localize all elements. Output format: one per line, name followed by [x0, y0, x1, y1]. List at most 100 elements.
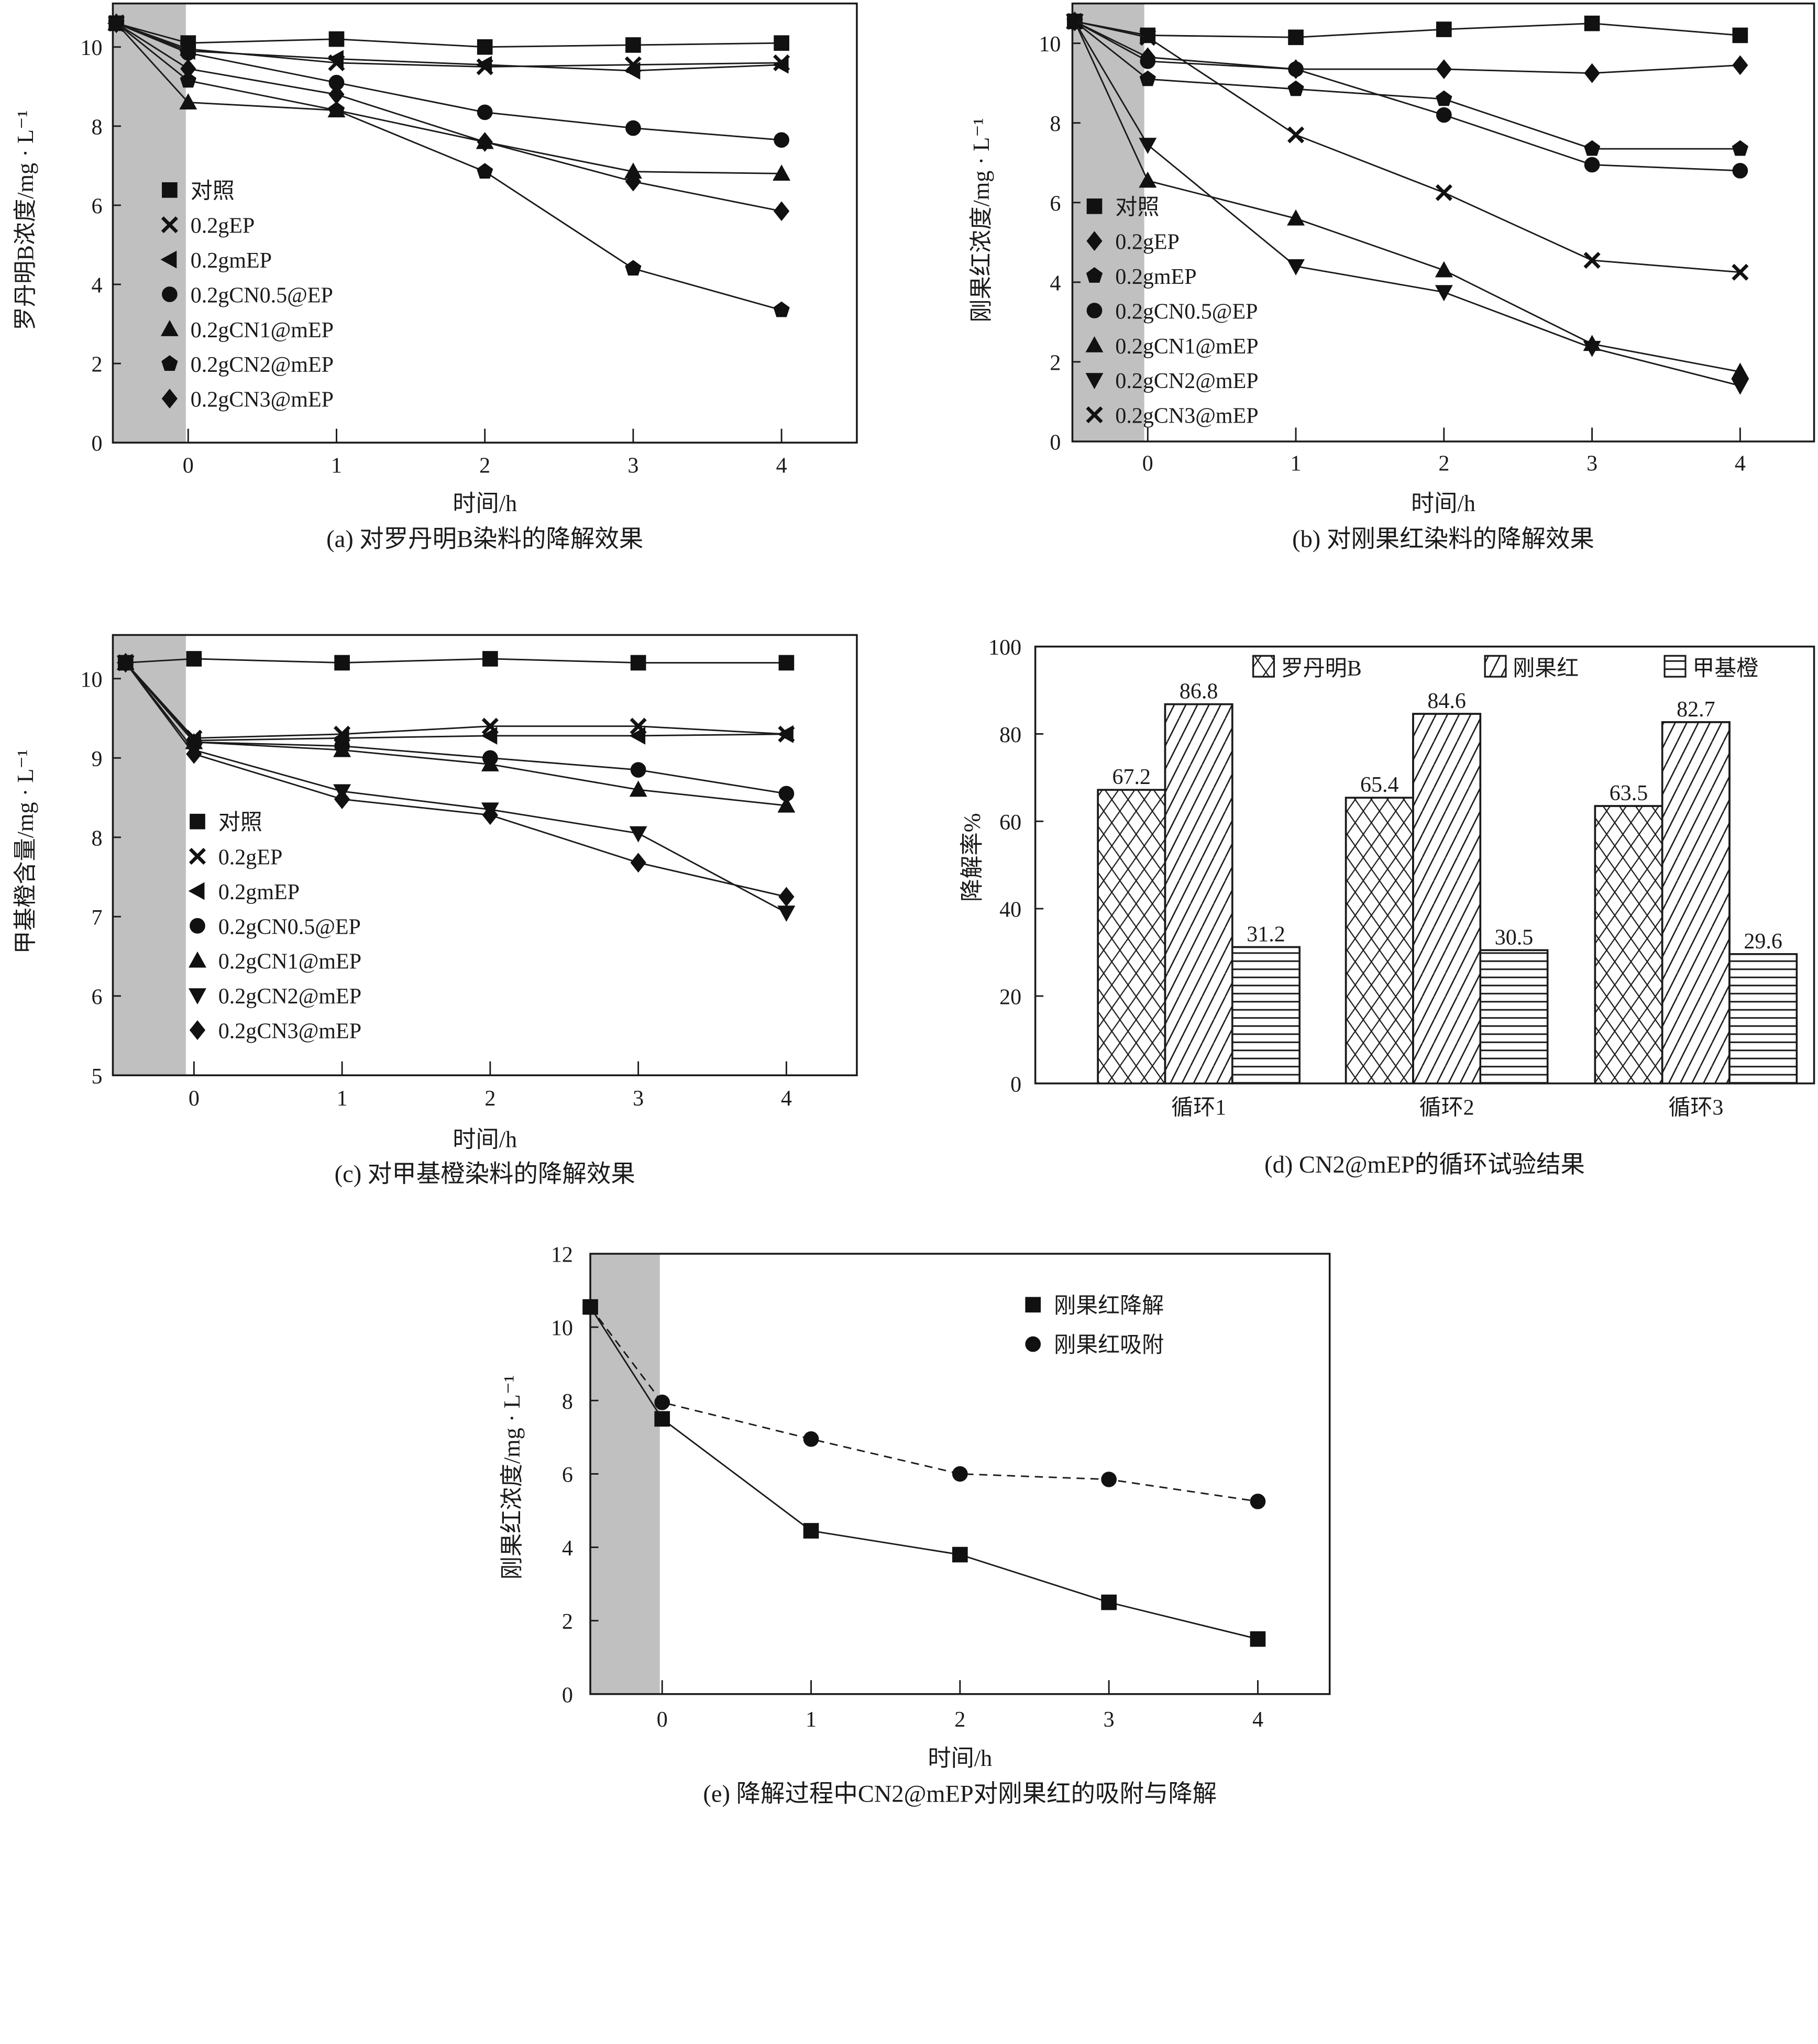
- x-axis-label: 时间/h: [453, 1126, 517, 1152]
- bar-group-item: 30.5: [1479, 925, 1549, 1085]
- data-point: [952, 1546, 968, 1563]
- series-1: [582, 1299, 1266, 1509]
- panel-caption: (a) 对罗丹明B染料的降解效果: [326, 526, 643, 553]
- series-1: [117, 654, 795, 747]
- legend-label: 刚果红降解: [1054, 1294, 1164, 1318]
- plot-frame: [112, 634, 858, 1077]
- bar-value-label: 30.5: [1495, 925, 1534, 949]
- bar-value-label: 29.6: [1744, 930, 1782, 954]
- data-point: [1287, 126, 1305, 143]
- legend-item: 0.2gEP: [189, 846, 282, 870]
- series-line: [589, 1306, 1258, 1502]
- series-line: [116, 23, 782, 311]
- y-tick-label: 4: [1050, 271, 1061, 295]
- data-point: [774, 35, 789, 51]
- x-tick-label: 4: [776, 454, 787, 478]
- series-line: [1074, 20, 1740, 172]
- series-6: [1066, 13, 1749, 281]
- bar: [1412, 713, 1482, 1085]
- y-tick-label: 6: [92, 194, 103, 218]
- series-line: [1074, 21, 1740, 373]
- legend-label: 0.2gCN0.5@EP: [218, 915, 361, 939]
- data-point: [1731, 362, 1749, 379]
- data-point: [179, 93, 197, 109]
- bar-value-label: 82.7: [1677, 698, 1715, 722]
- y-tick-label: 8: [562, 1390, 573, 1414]
- legend-item: 对照: [1086, 195, 1159, 219]
- data-point: [476, 56, 492, 74]
- series-2: [116, 654, 794, 749]
- data-point: [777, 796, 796, 813]
- legend-label: 0.2gCN3@mEP: [1115, 404, 1258, 428]
- legend-item: 刚果红: [1484, 655, 1579, 681]
- data-point: [630, 655, 646, 671]
- legend-item: 0.2gCN0.5@EP: [1086, 300, 1258, 324]
- data-point: [1584, 157, 1600, 173]
- legend-item: 刚果红吸附: [1025, 1333, 1164, 1357]
- x-tick-label: 3: [627, 454, 638, 478]
- data-point: [186, 651, 202, 667]
- data-point: [777, 905, 796, 922]
- bar-group-item: 82.7: [1661, 698, 1731, 1085]
- panel-caption: (b) 对刚果红染料的降解效果: [1292, 526, 1594, 553]
- legend-label: 0.2gCN2@mEP: [191, 353, 334, 377]
- legend-marker: [1025, 1336, 1041, 1352]
- y-tick-label: 12: [551, 1243, 573, 1267]
- data-point: [1583, 251, 1601, 269]
- data-point: [477, 163, 493, 179]
- y-axis-label: 刚果红浓度/mg · L⁻¹: [968, 118, 994, 323]
- legend-item: 0.2gEP: [1086, 230, 1180, 255]
- data-point: [1066, 13, 1083, 30]
- series-0: [1067, 14, 1748, 46]
- y-tick-label: 8: [92, 115, 103, 139]
- data-point: [773, 301, 790, 317]
- legend-marker: [1086, 231, 1103, 251]
- legend-label: 对照: [218, 811, 262, 835]
- series-line: [116, 23, 782, 68]
- data-point: [1250, 1631, 1266, 1647]
- bar-value-label: 84.6: [1427, 689, 1466, 713]
- data-point: [482, 805, 499, 825]
- data-point: [334, 655, 350, 671]
- y-tick-label: 6: [562, 1463, 573, 1487]
- y-tick-label: 2: [92, 353, 103, 377]
- x-tick-label: 4: [781, 1087, 792, 1111]
- legend-swatch: [1663, 655, 1687, 678]
- legend-item: 罗丹明B: [1252, 655, 1362, 681]
- y-tick-label: 60: [999, 811, 1021, 835]
- data-point: [1287, 259, 1305, 275]
- series-5: [1065, 14, 1749, 395]
- data-point: [1287, 80, 1304, 96]
- data-point: [630, 853, 646, 873]
- legend-marker: [161, 216, 178, 234]
- legend-item: 刚果红降解: [1025, 1294, 1164, 1318]
- legend-marker: [161, 389, 178, 409]
- legend-item: 对照: [190, 811, 262, 835]
- bar: [1231, 946, 1301, 1085]
- y-axis-label: 罗丹明B浓度/mg · L⁻¹: [13, 110, 38, 330]
- legend-marker: [160, 319, 179, 336]
- series-line: [1074, 21, 1740, 386]
- legend-marker: [162, 182, 178, 198]
- data-point: [582, 1299, 598, 1315]
- legend-label: 0.2gCN0.5@EP: [191, 283, 333, 307]
- bar-group-item: 84.6: [1412, 689, 1482, 1085]
- data-point: [477, 39, 493, 55]
- series-line: [1074, 20, 1740, 74]
- series-4: [107, 14, 791, 181]
- data-point: [328, 31, 345, 47]
- data-point: [1732, 55, 1748, 75]
- data-point: [1436, 107, 1452, 123]
- y-tick-label: 2: [1050, 351, 1061, 375]
- y-tick-label: 9: [92, 747, 103, 771]
- series-line: [125, 662, 787, 913]
- x-tick-label: 1: [806, 1708, 817, 1732]
- legend-item: 0.2gCN3@mEP: [1086, 404, 1259, 428]
- legend-item: 0.2gCN2@mEP: [189, 985, 361, 1009]
- data-point: [1101, 1594, 1117, 1610]
- data-point: [1435, 285, 1453, 302]
- adsorption-shaded-region: [590, 1254, 660, 1694]
- series-line: [116, 23, 782, 174]
- legend-marker: [1025, 1297, 1041, 1313]
